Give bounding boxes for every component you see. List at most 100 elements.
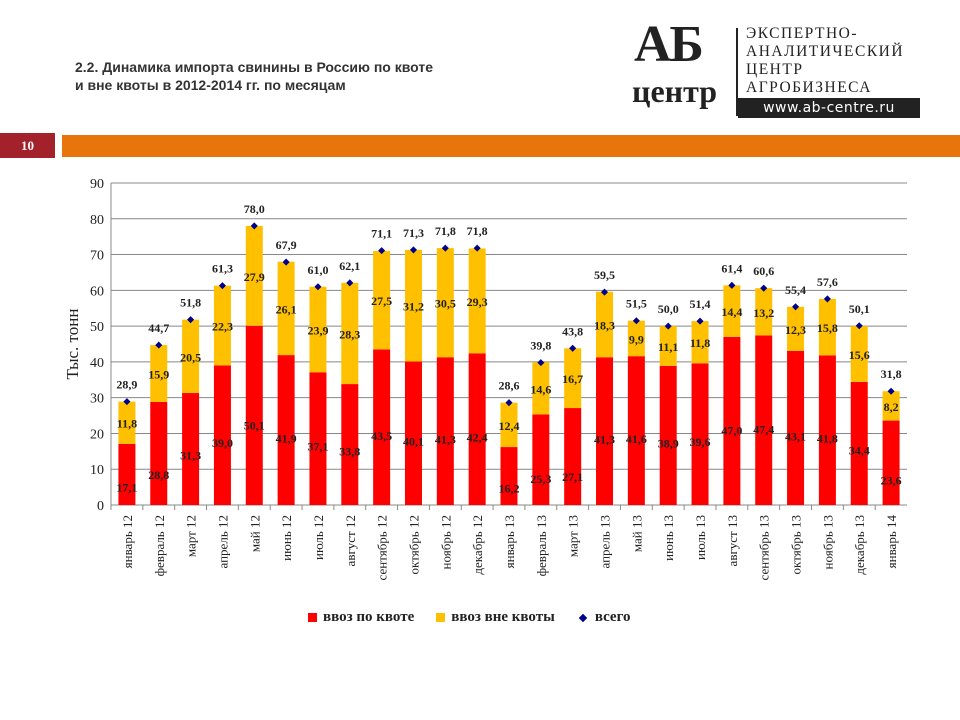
- data-label-total: 51,8: [180, 296, 201, 310]
- data-label-total: 71,1: [371, 227, 392, 241]
- bar-quota: [532, 414, 550, 505]
- x-tick-label: май 13: [629, 515, 644, 552]
- x-tick-label: январь 14: [884, 515, 899, 569]
- data-label-non-quota: 27,9: [244, 270, 265, 284]
- legend-item-non-quota: ввоз вне квоты: [436, 609, 555, 626]
- bar-quota: [150, 401, 168, 505]
- data-label-quota: 42,4: [467, 431, 488, 445]
- bar-non-quota: [659, 326, 677, 366]
- x-tick-label: декабрь 12: [470, 515, 485, 575]
- marker-total: [441, 244, 449, 252]
- x-tick-label: октябрь 12: [406, 515, 421, 574]
- marker-total: [823, 295, 831, 303]
- data-label-total: 57,6: [817, 275, 838, 289]
- bar-non-quota: [723, 285, 741, 337]
- data-label-non-quota: 22,3: [212, 320, 233, 334]
- data-label-total: 39,8: [530, 339, 551, 353]
- x-tick-label: сентябрь 13: [757, 515, 772, 580]
- logo-text: ЭКСПЕРТНО- АНАЛИТИЧЕСКИЙ ЦЕНТР АГРОБИЗНЕ…: [746, 25, 904, 97]
- data-label-total: 60,6: [753, 264, 774, 278]
- x-tick-label: февраль 13: [534, 515, 549, 576]
- data-label-quota: 17,1: [116, 481, 137, 495]
- bar-quota: [436, 357, 454, 505]
- bar-quota: [882, 420, 900, 505]
- header-accent-bar: [62, 135, 960, 157]
- bar-non-quota: [564, 348, 582, 409]
- data-label-total: 55,4: [785, 283, 806, 297]
- data-label-total: 67,9: [276, 238, 297, 252]
- marker-total: [887, 387, 895, 395]
- x-tick-label: январь 12: [120, 515, 135, 568]
- data-label-non-quota: 30,5: [435, 297, 456, 311]
- data-label-quota: 28,8: [148, 468, 169, 482]
- y-tick-label: 80: [90, 213, 104, 228]
- data-label-quota: 33,8: [339, 445, 360, 459]
- chart-legend: ввоз по квоте ввоз вне квоты всего: [308, 609, 631, 626]
- bar-quota: [373, 349, 391, 505]
- bar-non-quota: [404, 249, 422, 362]
- marker-total: [505, 399, 513, 407]
- x-tick-label: февраль 12: [152, 515, 167, 576]
- bar-non-quota: [818, 298, 836, 356]
- bar-non-quota: [373, 250, 391, 350]
- data-label-quota: 50,1: [244, 418, 265, 432]
- logo-mark-bottom: центр: [632, 73, 717, 109]
- x-tick-label: январь 13: [502, 515, 517, 568]
- bar-quota: [818, 355, 836, 505]
- data-label-quota: 47,0: [721, 423, 742, 437]
- data-label-non-quota: 26,1: [276, 302, 297, 316]
- y-tick-label: 50: [90, 320, 104, 335]
- data-label-total: 61,0: [307, 263, 328, 277]
- bar-non-quota: [118, 401, 136, 444]
- bar-quota: [309, 372, 327, 505]
- marker-total: [600, 288, 609, 296]
- data-label-non-quota: 12,3: [785, 323, 806, 337]
- data-label-non-quota: 9,9: [629, 332, 644, 346]
- data-label-quota: 39,0: [212, 436, 233, 450]
- bar-quota: [245, 325, 263, 505]
- marker-total: [569, 344, 577, 352]
- x-tick-label: ноябрь 12: [438, 515, 453, 569]
- marker-total: [314, 283, 322, 291]
- y-tick-label: 90: [90, 177, 104, 192]
- x-tick-label: июнь 13: [661, 515, 676, 561]
- data-label-total: 31,8: [881, 367, 902, 381]
- bar-quota: [468, 353, 486, 505]
- bar-quota: [755, 335, 773, 505]
- bar-quota: [500, 447, 518, 505]
- slide-title: 2.2. Динамика импорта свинины в Россию п…: [75, 58, 433, 94]
- title-line-1: 2.2. Динамика импорта свинины в Россию п…: [75, 59, 433, 75]
- bar-non-quota: [787, 306, 805, 351]
- data-label-quota: 41,9: [276, 432, 297, 446]
- bar-quota: [341, 384, 359, 505]
- marker-total: [728, 281, 736, 289]
- x-tick-label: апрель 13: [598, 515, 613, 569]
- bar-non-quota: [691, 321, 709, 364]
- data-label-non-quota: 8,2: [884, 400, 899, 414]
- data-label-quota: 41,8: [817, 432, 838, 446]
- y-axis-title: Тыс. тонн: [63, 309, 82, 380]
- data-label-non-quota: 11,1: [658, 340, 678, 354]
- data-label-non-quota: 16,7: [562, 372, 583, 386]
- x-tick-label: апрель 12: [215, 515, 230, 569]
- y-tick-label: 70: [90, 249, 104, 264]
- data-label-quota: 47,4: [753, 423, 774, 437]
- logo-url: www.ab-centre.ru: [738, 98, 920, 118]
- legend-marker-total: [578, 613, 588, 622]
- data-label-total: 43,8: [562, 324, 583, 338]
- data-label-total: 28,6: [499, 379, 520, 393]
- data-label-total: 71,3: [403, 226, 424, 240]
- bar-quota: [787, 350, 805, 505]
- data-label-quota: 43,1: [785, 430, 806, 444]
- y-tick-label: 30: [90, 392, 104, 407]
- x-tick-label: декабрь 13: [852, 515, 867, 575]
- marker-total: [537, 359, 545, 367]
- data-label-non-quota: 27,5: [371, 294, 392, 308]
- bar-quota: [691, 363, 709, 505]
- bar-quota: [118, 443, 136, 505]
- bar-quota: [723, 336, 741, 505]
- marker-total: [123, 398, 131, 406]
- marker-total: [378, 247, 386, 255]
- bar-non-quota: [500, 402, 518, 448]
